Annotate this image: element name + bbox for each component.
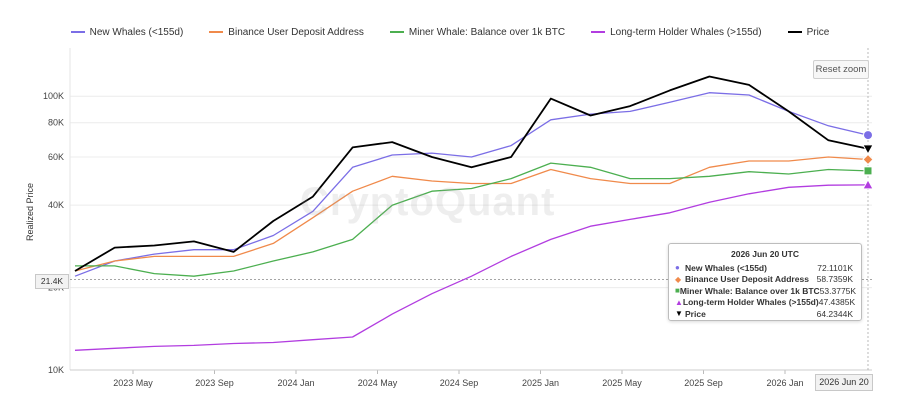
tooltip-symbol: ●	[675, 263, 680, 273]
series-end-marker	[862, 153, 874, 166]
y-tick-label: 80K	[48, 118, 64, 128]
end-markers	[862, 130, 874, 190]
series-line	[74, 92, 869, 277]
tooltip-row: ● New Whales (<155d) 72.1101K	[669, 262, 861, 274]
legend-swatch	[209, 31, 224, 33]
x-tick-label: 2025 Jan	[522, 378, 559, 388]
crosshair-value-label: 21.4K	[35, 274, 69, 289]
x-tick-label: 2024 Sep	[440, 378, 479, 388]
legend-item[interactable]: Long-term Holder Whales (>155d)	[591, 22, 762, 42]
tooltip-row: ■ Miner Whale: Balance over 1k BTC 53.3775…	[669, 285, 861, 297]
tooltip-row: ▼ Price 64.2344K	[669, 308, 861, 320]
tooltip-symbol: ■	[675, 286, 680, 296]
legend-item[interactable]: Binance User Deposit Address	[209, 22, 364, 42]
tooltip-symbol: ▼	[675, 309, 683, 319]
x-axis-ticks: 2023 May 2023 Sep 2024 Jan 2024 May 2024 Sep…	[113, 370, 804, 388]
tooltip-value: 58.7359K	[816, 274, 853, 285]
tooltip-series-name: New Whales (<155d)	[685, 262, 767, 273]
tooltip-rows: ● New Whales (<155d) 72.1101K ◆ Binance User…	[669, 262, 861, 320]
legend-swatch	[591, 31, 606, 33]
legend-label: Binance User Deposit Address	[228, 26, 364, 38]
series-line	[74, 184, 869, 351]
series-lines	[74, 75, 869, 351]
series-line	[74, 156, 869, 272]
tooltip-symbol: ▲	[675, 297, 683, 307]
tooltip-series-name: Binance User Deposit Address	[685, 274, 809, 285]
legend-swatch	[389, 31, 404, 33]
y-tick-label: 10K	[48, 365, 64, 375]
x-tick-label: 2025 May	[602, 378, 642, 388]
series-end-marker	[863, 166, 873, 176]
tooltip-symbol: ◆	[675, 274, 682, 284]
y-axis-ticks: 10K20K40K60K80K100K	[43, 91, 64, 375]
x-tick-label: 2024 May	[358, 378, 398, 388]
tooltip-series-name: Miner Whale: Balance over 1k BTC	[679, 285, 820, 296]
series-line	[75, 162, 869, 277]
tooltip-row: ▲ Long-term Holder Whales (>155d) 47.4385K	[669, 297, 861, 309]
legend-item[interactable]: Miner Whale: Balance over 1k BTC	[389, 22, 566, 42]
watermark: CryptoQuant	[300, 180, 556, 224]
x-tick-label: 2024 Jan	[277, 378, 314, 388]
tooltip-series-name: Long-term Holder Whales (>155d)	[682, 297, 819, 308]
legend-item[interactable]: Price	[787, 22, 830, 42]
tooltip-value: 53.3775K	[819, 285, 857, 296]
tooltip-date: 2026 Jun 20 UTC	[730, 249, 800, 259]
tooltip-value: 72.1101K	[817, 262, 853, 273]
tooltip-row: ◆ Binance User Deposit Address 58.7359K	[669, 274, 861, 286]
legend-label: Long-term Holder Whales (>155d)	[610, 26, 762, 38]
y-tick-label: 40K	[48, 200, 64, 210]
series-end-marker	[863, 130, 873, 141]
y-tick-label: 100K	[43, 91, 64, 101]
series-end-marker	[862, 178, 874, 190]
x-tick-label: 2026 Jan	[766, 378, 803, 388]
x-tick-label: 2023 May	[113, 378, 153, 388]
y-tick-label: 60K	[48, 152, 64, 162]
x-tick-label: 2025 Sep	[684, 378, 723, 388]
legend-label: Price	[806, 26, 830, 38]
tooltip: 2026 Jun 20 UTC ● New Whales (<155d) 72.11…	[668, 243, 862, 321]
tooltip-series-name: Price	[685, 308, 706, 319]
cursor-date-label: 2026 Jun 20	[815, 374, 873, 391]
series-end-marker	[862, 144, 874, 155]
tooltip-value: 47.4385K	[818, 297, 856, 308]
series-line	[74, 75, 869, 272]
y-axis-label: Realized Price	[25, 183, 35, 241]
legend-label: New Whales (<155d)	[89, 26, 184, 38]
reset-zoom-button[interactable]: Reset zoom	[813, 60, 869, 79]
legend-swatch	[787, 31, 802, 33]
legend: New Whales (<155d) Binance User Deposit A…	[0, 22, 900, 42]
legend-swatch	[70, 31, 85, 33]
legend-label: Miner Whale: Balance over 1k BTC	[408, 26, 566, 38]
x-tick-label: 2023 Sep	[195, 378, 234, 388]
legend-item[interactable]: New Whales (<155d)	[70, 22, 184, 42]
tooltip-value: 64.2344K	[816, 308, 853, 319]
